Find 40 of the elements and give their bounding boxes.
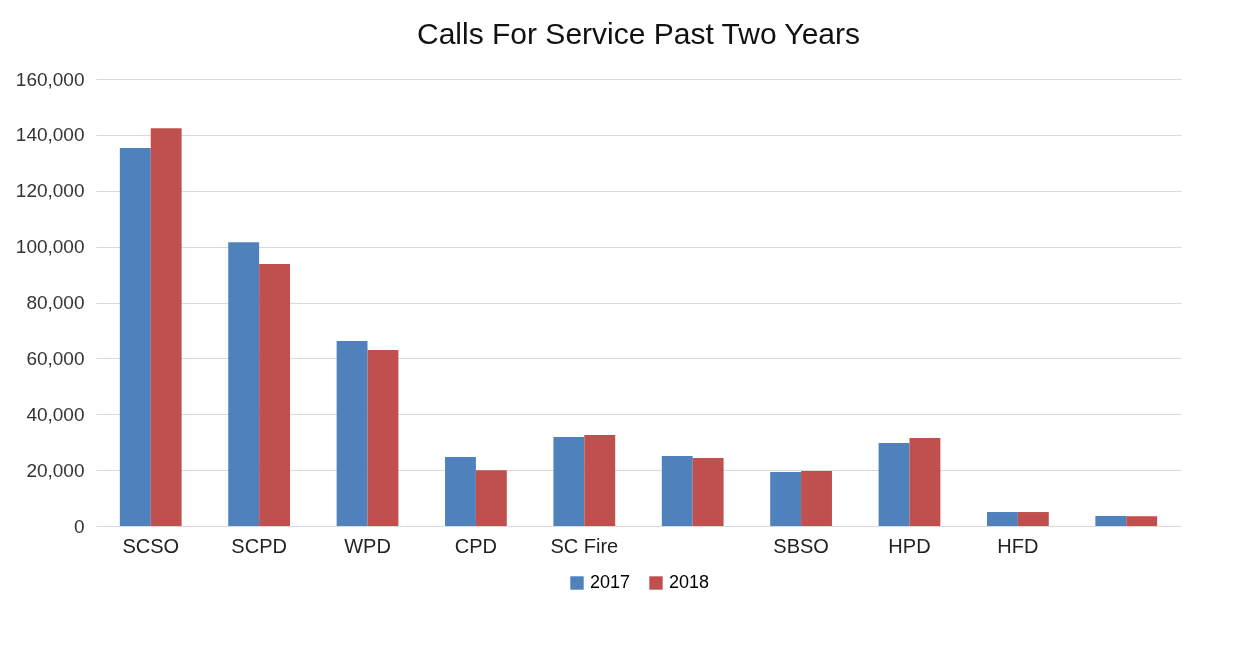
y-tick-label: 60,000 [26, 347, 85, 369]
x-tick-label: SCSO [122, 534, 180, 557]
y-tick-label: 0 [73, 515, 85, 537]
bar [801, 470, 832, 526]
bar [259, 263, 291, 526]
x-tick-label: HPD [888, 534, 931, 557]
bar [1095, 515, 1127, 526]
x-tick-label: CPD [454, 534, 498, 557]
legend-label: 2018 [669, 572, 710, 592]
y-tick-label: 100,000 [15, 236, 85, 258]
bar [150, 128, 182, 526]
bar [1017, 512, 1049, 526]
bar [475, 470, 507, 526]
x-tick-label: WPD [344, 534, 391, 557]
y-tick-label: 20,000 [26, 459, 85, 481]
bar [367, 349, 399, 526]
bar [770, 472, 802, 526]
x-tick-label: SBSO [773, 534, 829, 557]
x-tick-label: SC Fire [550, 534, 619, 557]
bar [553, 436, 585, 526]
chart-title: Calls For Service Past Two Years [417, 17, 860, 50]
bar [692, 458, 724, 526]
y-tick-label: 120,000 [15, 180, 85, 202]
bar [986, 512, 1018, 526]
bar [445, 456, 476, 526]
bar [661, 455, 693, 526]
y-tick-label: 40,000 [26, 403, 85, 425]
bar [909, 438, 941, 526]
bar [1126, 516, 1158, 526]
legend-label: 2017 [590, 572, 631, 592]
y-tick-label: 80,000 [26, 292, 85, 313]
y-tick-label: 140,000 [15, 124, 85, 146]
bar [228, 242, 260, 526]
bar [336, 341, 368, 526]
bar [878, 443, 910, 526]
y-tick-label: 160,000 [15, 68, 85, 90]
bar [584, 434, 616, 526]
x-tick-label: SCPD [231, 534, 287, 557]
x-tick-label: HFD [997, 534, 1039, 557]
bar [119, 148, 151, 526]
